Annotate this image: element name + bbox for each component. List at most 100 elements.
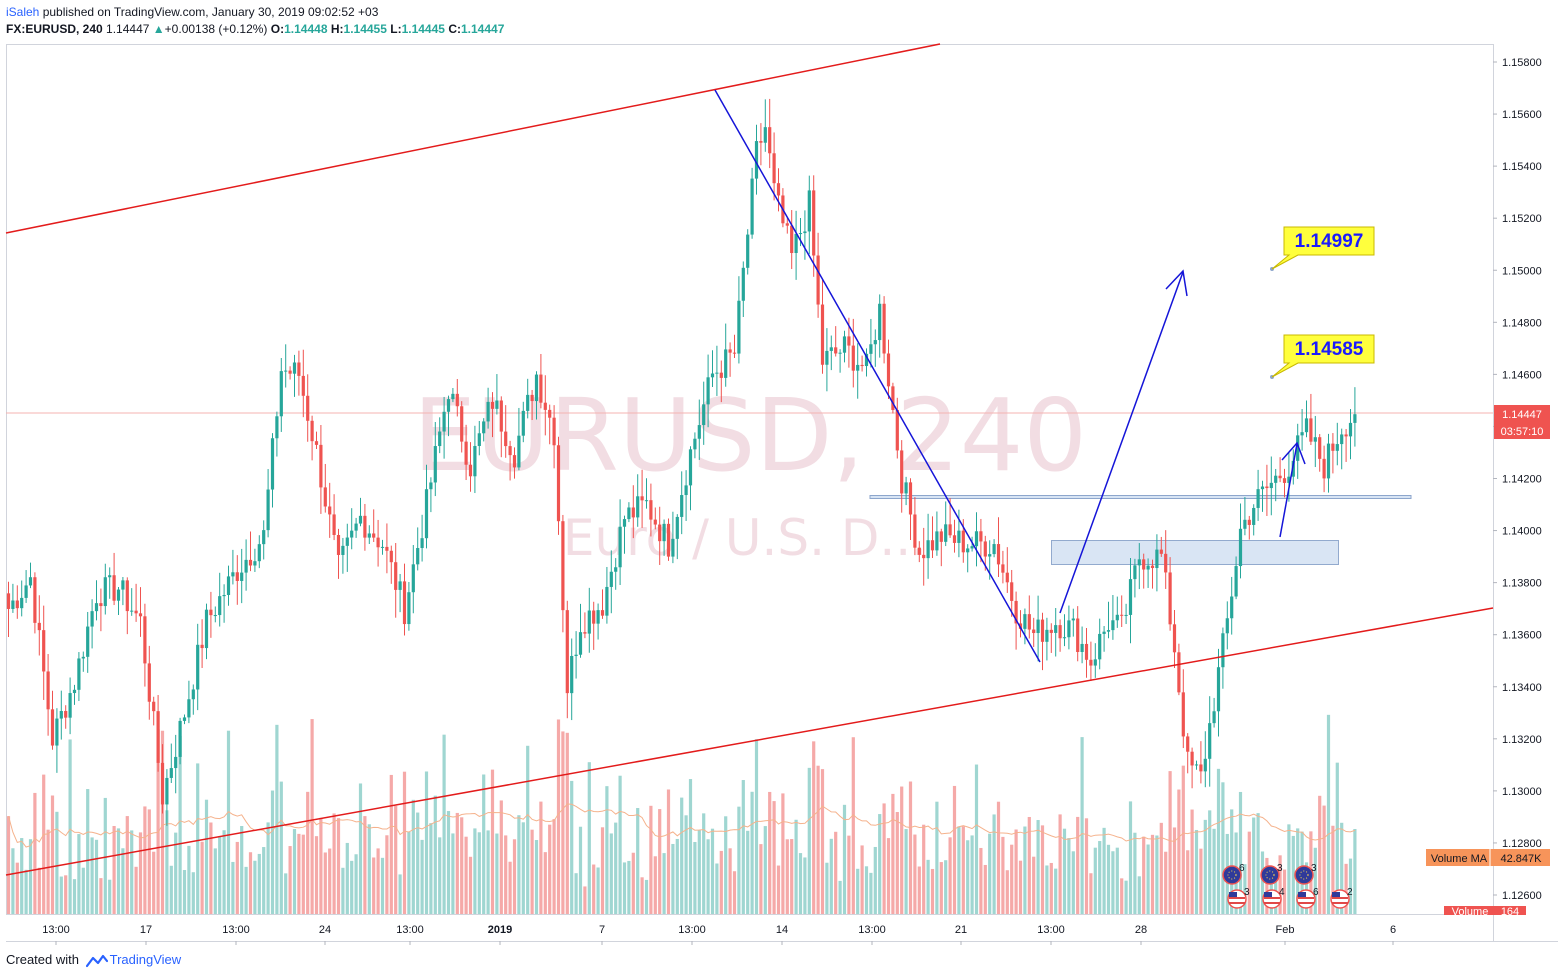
callout-2[interactable]: 1.14585 xyxy=(1270,334,1375,379)
time-tick-label: 13:00 xyxy=(678,924,706,936)
blue-arrow-2[interactable] xyxy=(1279,441,1306,538)
candle-body xyxy=(446,399,451,412)
volume-bar xyxy=(284,873,288,914)
volume-bar xyxy=(697,830,701,914)
blue-arrow-1[interactable] xyxy=(1059,269,1188,614)
candle-body xyxy=(323,487,327,507)
candle-body xyxy=(812,190,816,256)
time-axis[interactable]: 13:00 17 13:00 24 13:00 2019 7 13:00 14 13:00 21 13… xyxy=(42,924,1396,945)
candle-body xyxy=(288,370,292,374)
volume-bar xyxy=(1331,825,1335,914)
volume-bar xyxy=(464,836,468,914)
price-axis[interactable]: 1.15800 1.15600 1.15400 1.15200 1.15000 1.148… xyxy=(1493,57,1542,902)
candle-body xyxy=(1274,475,1278,483)
candle-body xyxy=(253,561,257,566)
candle-body xyxy=(1344,434,1348,437)
volume-bar xyxy=(1120,878,1124,914)
time-tick-label: 2019 xyxy=(488,924,512,936)
candle-body xyxy=(948,524,952,536)
candle-body xyxy=(508,446,512,456)
volume-bar xyxy=(1049,862,1053,914)
candle-body xyxy=(1238,528,1243,567)
candle-body xyxy=(1208,723,1212,759)
volume-bar xyxy=(196,763,200,914)
candle-body xyxy=(935,531,939,551)
candle-body xyxy=(1045,629,1049,642)
published-text: published on TradingView.com, January 30… xyxy=(42,5,379,19)
volume-bar xyxy=(662,853,666,914)
volume-bar xyxy=(226,730,231,914)
open-value: 1.14448 xyxy=(284,22,328,36)
candle-body xyxy=(583,632,587,634)
economic-events[interactable]: 6 3 3 3 4 6 2 xyxy=(1222,863,1353,909)
volume-bar xyxy=(693,841,697,914)
volume-bar xyxy=(6,816,11,914)
event-icon-flag xyxy=(1294,865,1314,885)
candle-body xyxy=(72,689,77,694)
volume-bar xyxy=(323,852,327,914)
candle-body xyxy=(262,530,266,545)
volume-bar xyxy=(33,792,37,914)
volume-bar xyxy=(834,831,838,914)
volume-bar xyxy=(411,799,415,914)
upper-channel-line[interactable] xyxy=(5,43,941,234)
candle-body xyxy=(820,304,825,365)
candle-body xyxy=(1062,637,1067,639)
volume-title: Volume xyxy=(1452,906,1489,918)
volume-bar xyxy=(1098,841,1102,914)
volume-bar xyxy=(908,781,913,914)
volume-bar xyxy=(438,837,442,914)
volume-bar xyxy=(235,841,239,914)
candle-body xyxy=(913,514,917,548)
blue-downtrend-line[interactable] xyxy=(714,89,1041,663)
volume-bar xyxy=(495,833,499,914)
volume-bar xyxy=(741,780,745,914)
candle-body xyxy=(939,531,943,542)
candle-body xyxy=(1128,579,1133,615)
candle-body xyxy=(570,655,574,694)
candle-body xyxy=(688,449,693,486)
volume-bar xyxy=(231,861,235,914)
volume-label: Volume 164 xyxy=(1444,906,1526,918)
candle-body xyxy=(138,613,143,617)
callout-1[interactable]: 1.14997 xyxy=(1270,226,1375,271)
candle-body xyxy=(1049,629,1053,633)
candle-body xyxy=(1032,629,1036,634)
lower-channel-line[interactable] xyxy=(5,607,1494,876)
candle-body xyxy=(966,548,970,553)
candle-body xyxy=(785,223,789,226)
candle-body xyxy=(59,710,63,719)
support-line-zone[interactable] xyxy=(869,495,1412,499)
candle-body xyxy=(394,562,398,590)
price-change: +0.00138 (+0.12%) xyxy=(164,22,268,36)
candle-body xyxy=(1221,633,1225,668)
volume-bar xyxy=(781,793,785,914)
candle-body xyxy=(345,537,349,546)
volume-bar xyxy=(1102,827,1106,914)
volume-bar xyxy=(358,783,363,914)
candle-body xyxy=(1076,618,1080,653)
volume-bar xyxy=(864,866,869,914)
time-tick-label: 13:00 xyxy=(42,924,70,936)
candle-body xyxy=(24,585,28,598)
candle-body xyxy=(1071,618,1075,621)
candle-body xyxy=(605,586,609,616)
volume-bar xyxy=(468,856,473,914)
tradingview-brand[interactable]: TradingView xyxy=(109,952,182,967)
volume-bar xyxy=(966,840,970,914)
volume-bar xyxy=(578,826,583,914)
candle-body xyxy=(218,596,222,616)
volume-bar xyxy=(1278,855,1282,914)
volume-bar xyxy=(631,852,635,914)
candle-body xyxy=(803,231,807,234)
candle-body xyxy=(864,353,869,367)
author-name[interactable]: iSaleh xyxy=(6,5,40,19)
volume-bar xyxy=(372,857,376,914)
volume-bar xyxy=(138,832,143,914)
volume-bar xyxy=(882,803,886,914)
candle-body xyxy=(776,183,781,196)
demand-zone[interactable] xyxy=(1051,540,1339,565)
plot-area[interactable] xyxy=(6,44,1494,915)
volume-bar xyxy=(869,872,873,914)
